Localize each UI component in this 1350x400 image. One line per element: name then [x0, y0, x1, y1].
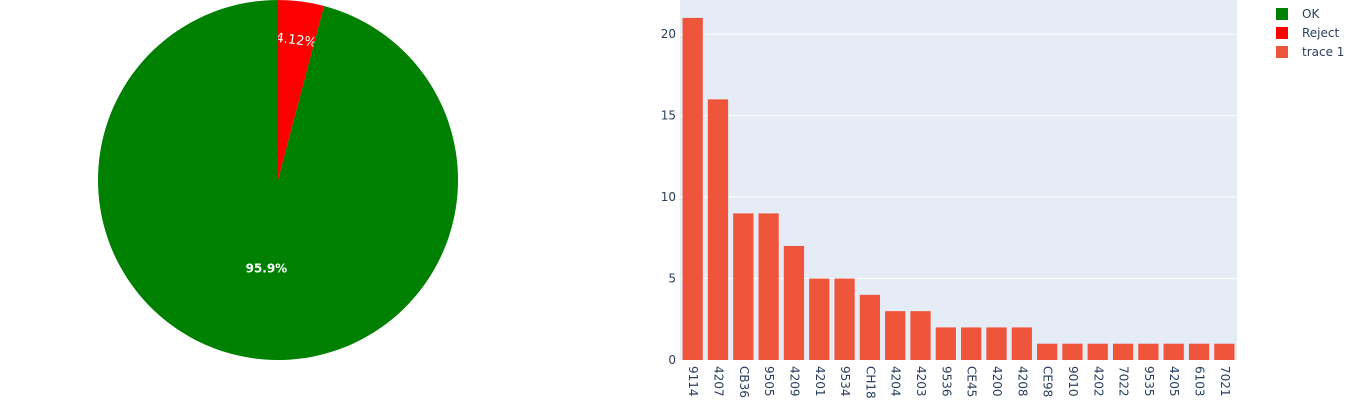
bar-4209[interactable]: [783, 245, 805, 360]
x-tick-label: CH18: [863, 366, 877, 399]
legend-item-reject[interactable]: Reject: [1276, 26, 1339, 40]
y-tick-label: 10: [661, 190, 676, 204]
legend-swatch: [1276, 27, 1288, 39]
x-tick-label: 4201: [813, 366, 827, 397]
legend-label: trace 1: [1302, 45, 1344, 59]
x-tick-label: 4208: [1015, 366, 1029, 397]
y-tick-label: 20: [661, 27, 676, 41]
x-tick-label: 4203: [914, 366, 928, 397]
pie-slice-reject[interactable]: [278, 0, 325, 180]
bar-9010[interactable]: [1062, 343, 1083, 360]
pie-label-reject: 4.12%: [275, 31, 318, 51]
pie-chart: 4.12% 95.9%: [98, 0, 458, 361]
bar-9505[interactable]: [758, 213, 779, 360]
bar-CE98[interactable]: [1036, 343, 1058, 360]
bar-9534[interactable]: [834, 278, 855, 360]
bar-CE45[interactable]: [961, 327, 982, 360]
y-tick-label: 0: [668, 353, 676, 367]
bar-4207[interactable]: [707, 99, 729, 360]
pie-slice-ok[interactable]: [98, 0, 458, 361]
x-tick-label: 4207: [711, 366, 725, 397]
x-tick-label: 7021: [1218, 366, 1232, 397]
x-tick-label: 4202: [1091, 366, 1105, 397]
x-tick-label: 4205: [1167, 366, 1181, 397]
x-tick-label: 9535: [1142, 366, 1156, 397]
bar-chart: 0 5 10 15 20 9114 4207 CB36 9505 4209 4201 9534 CH1…: [661, 0, 1237, 399]
y-tick-label: 5: [668, 272, 676, 286]
x-tick-label: 9010: [1066, 366, 1080, 397]
bar-4208[interactable]: [1011, 327, 1032, 360]
bar-4201[interactable]: [809, 278, 830, 360]
bar-CB36[interactable]: [733, 213, 754, 360]
bar-4203[interactable]: [910, 311, 931, 360]
y-axis-ticks: 0 5 10 15 20: [661, 27, 676, 367]
bar-4200[interactable]: [986, 327, 1007, 360]
x-tick-label: 9114: [686, 366, 700, 397]
x-tick-label: CE98: [1041, 366, 1055, 397]
x-tick-label: 4200: [990, 366, 1004, 397]
x-tick-label: CE45: [965, 366, 979, 397]
legend-item-trace-1[interactable]: trace 1: [1276, 45, 1344, 59]
bar-4202[interactable]: [1087, 343, 1108, 360]
bar-9535[interactable]: [1138, 343, 1159, 360]
x-tick-label: 6103: [1193, 366, 1207, 397]
bar-6103[interactable]: [1188, 343, 1210, 360]
x-tick-label: 9534: [838, 366, 852, 397]
bar-7022[interactable]: [1112, 343, 1134, 360]
bar-9536[interactable]: [935, 327, 956, 360]
legend[interactable]: OK Reject trace 1: [1276, 7, 1344, 59]
legend-swatch: [1276, 8, 1288, 20]
x-tick-label: 4209: [787, 366, 801, 397]
x-tick-label: 7022: [1117, 366, 1131, 397]
x-axis-ticks: 9114 4207 CB36 9505 4209 4201 9534 CH18 4204 4203…: [686, 366, 1232, 399]
bar-4205[interactable]: [1163, 343, 1184, 360]
legend-label: Reject: [1302, 26, 1339, 40]
legend-label: OK: [1302, 7, 1320, 21]
y-tick-label: 15: [661, 109, 676, 123]
legend-item-ok[interactable]: OK: [1276, 7, 1320, 21]
bar-4204[interactable]: [885, 311, 906, 360]
legend-swatch: [1276, 46, 1288, 58]
x-tick-label: CB36: [737, 366, 751, 398]
x-tick-label: 9505: [762, 366, 776, 397]
bar-7021[interactable]: [1214, 343, 1235, 360]
x-tick-label: 4204: [889, 366, 903, 397]
bars: [682, 17, 1235, 361]
x-tick-label: 9536: [939, 366, 953, 397]
bar-9114[interactable]: [682, 17, 703, 361]
bar-CH18[interactable]: [859, 294, 881, 360]
pie-label-ok: 95.9%: [246, 262, 288, 276]
